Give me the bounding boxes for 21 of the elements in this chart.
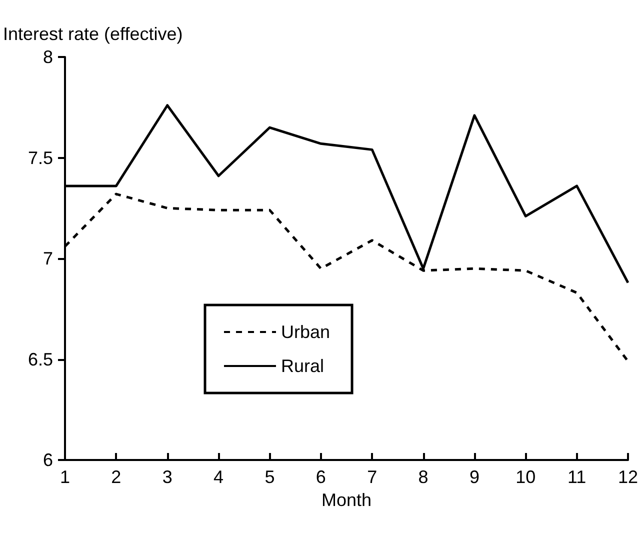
x-tick-label: 10	[516, 467, 536, 487]
x-axis-title: Month	[321, 490, 372, 510]
x-tick-label: 2	[111, 467, 122, 487]
legend-label: Rural	[281, 356, 324, 376]
y-tick-label: 6	[42, 450, 53, 470]
x-tick-label: 3	[162, 467, 172, 487]
x-tick-label: 12	[618, 467, 638, 487]
x-tick-label: 8	[418, 467, 428, 487]
x-tick-label: 11	[567, 467, 586, 487]
x-tick-label: 9	[469, 467, 480, 487]
x-tick-label: 4	[214, 467, 224, 487]
legend-label: Urban	[281, 322, 330, 342]
x-tick-label: 6	[316, 467, 326, 487]
x-tick-label: 7	[367, 467, 378, 487]
y-tick-label: 7.5	[28, 148, 53, 168]
x-tick-label: 5	[264, 467, 275, 487]
y-tick-label: 7	[42, 248, 53, 268]
x-tick-label: 1	[60, 467, 70, 487]
y-tick-label: 6.5	[28, 349, 53, 370]
y-axis-title: Interest rate (effective)	[3, 24, 183, 44]
y-tick-label: 8	[42, 47, 53, 67]
